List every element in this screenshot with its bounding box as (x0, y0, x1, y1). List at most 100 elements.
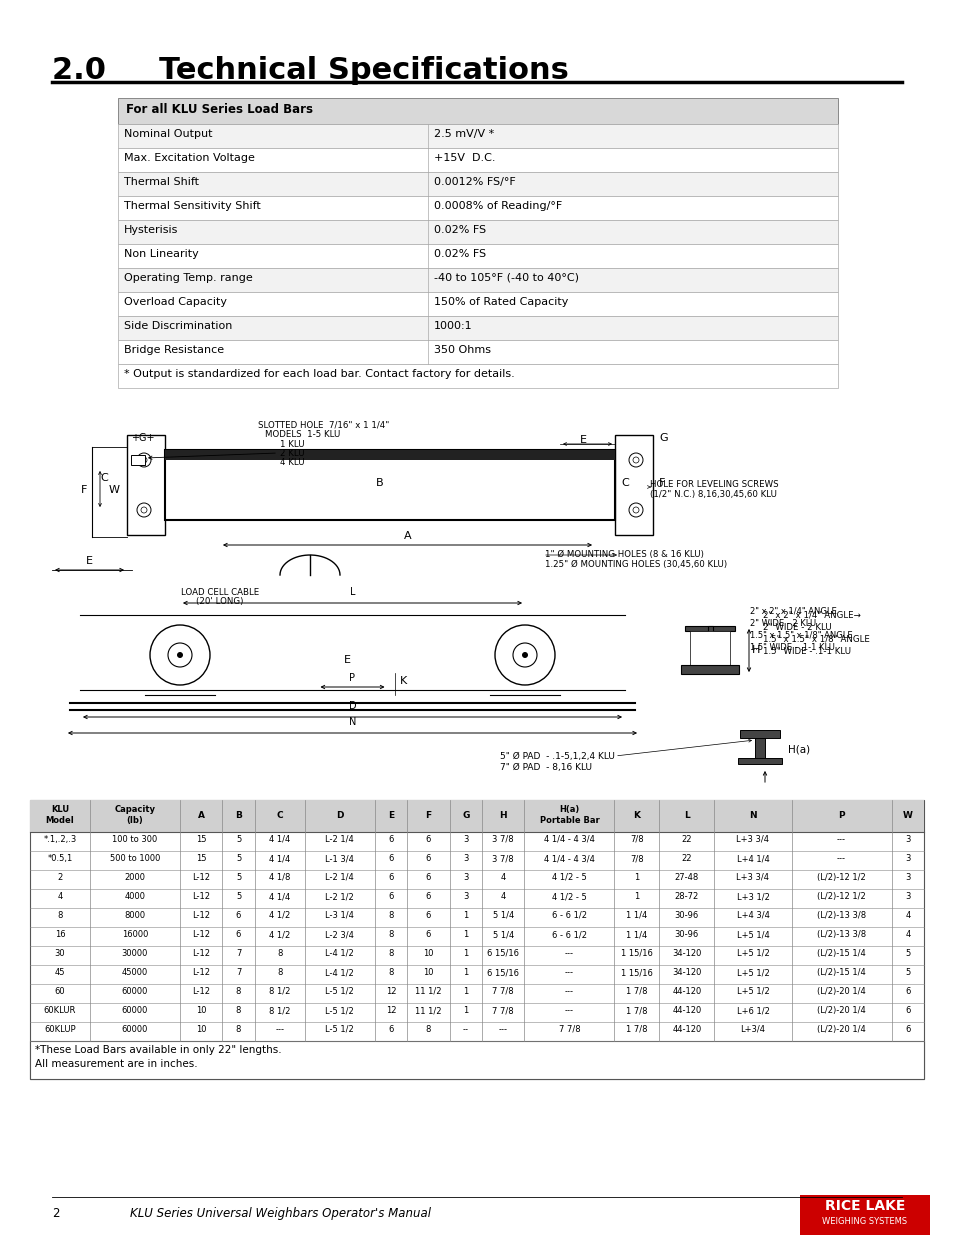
Text: 5 1/4: 5 1/4 (492, 911, 514, 920)
Text: 4 1/2 - 5: 4 1/2 - 5 (552, 873, 586, 882)
Text: ---: --- (836, 835, 845, 844)
Text: L-12: L-12 (192, 948, 210, 958)
Text: Operating Temp. range: Operating Temp. range (124, 273, 253, 283)
Text: 3: 3 (904, 873, 909, 882)
Text: 7" Ø PAD  - 8,16 KLU: 7" Ø PAD - 8,16 KLU (499, 763, 592, 772)
Bar (165, 450, 615, 459)
Text: 5: 5 (235, 853, 241, 863)
Text: 1: 1 (462, 948, 468, 958)
Text: 1.5" WIDE - .1-1 KLU: 1.5" WIDE - .1-1 KLU (749, 643, 834, 652)
Text: 2 KLU: 2 KLU (280, 450, 304, 458)
Text: 8: 8 (388, 930, 394, 939)
Text: ---: --- (564, 987, 574, 995)
Text: 6: 6 (425, 853, 431, 863)
Text: 3: 3 (904, 853, 909, 863)
Text: L+6 1/2: L+6 1/2 (736, 1007, 768, 1015)
Text: 3: 3 (462, 873, 468, 882)
Text: L-2 1/4: L-2 1/4 (325, 835, 354, 844)
Text: C: C (100, 473, 108, 483)
Text: 0.02% FS: 0.02% FS (434, 249, 486, 259)
Text: L+3 1/2: L+3 1/2 (736, 892, 768, 902)
Text: ---: --- (498, 1025, 507, 1034)
Text: L-12: L-12 (192, 873, 210, 882)
Text: E: E (344, 655, 351, 664)
Text: 8: 8 (57, 911, 63, 920)
Text: 7 7/8: 7 7/8 (492, 987, 514, 995)
Text: 8 1/2: 8 1/2 (269, 1007, 290, 1015)
Text: HOLE FOR LEVELING SCREWS: HOLE FOR LEVELING SCREWS (649, 480, 778, 489)
Bar (684, 626, 734, 631)
Text: 1000:1: 1000:1 (434, 321, 472, 331)
Text: (L/2)-20 1/4: (L/2)-20 1/4 (817, 1007, 865, 1015)
Text: 1 7/8: 1 7/8 (625, 1025, 647, 1034)
Text: 1 7/8: 1 7/8 (625, 1007, 647, 1015)
Text: 3: 3 (904, 892, 909, 902)
Text: 34-120: 34-120 (671, 948, 700, 958)
Text: L-12: L-12 (192, 892, 210, 902)
Text: 1.5" WIDE - .1-1 KLU: 1.5" WIDE - .1-1 KLU (762, 647, 850, 656)
Text: --: -- (462, 1025, 468, 1034)
Text: 4 1/4: 4 1/4 (269, 853, 290, 863)
Text: 6 - 6 1/2: 6 - 6 1/2 (552, 930, 586, 939)
Text: Side Discrimination: Side Discrimination (124, 321, 233, 331)
Text: 1: 1 (462, 911, 468, 920)
Text: 60000: 60000 (122, 1025, 148, 1034)
Text: P: P (349, 673, 355, 683)
Text: 11 1/2: 11 1/2 (415, 1007, 441, 1015)
Text: 4 1/2 - 5: 4 1/2 - 5 (552, 892, 586, 902)
Text: 11 1/2: 11 1/2 (415, 987, 441, 995)
Text: A: A (403, 531, 411, 541)
Text: L-3 1/4: L-3 1/4 (325, 911, 354, 920)
Text: F: F (81, 485, 87, 495)
Text: 4 1/8: 4 1/8 (269, 873, 290, 882)
Text: 10: 10 (195, 1025, 206, 1034)
Text: 8: 8 (276, 948, 282, 958)
Bar (118, 291, 837, 316)
Text: (L/2)-20 1/4: (L/2)-20 1/4 (817, 987, 865, 995)
Text: L+5 1/4: L+5 1/4 (736, 930, 768, 939)
Text: 1 1/4: 1 1/4 (625, 930, 647, 939)
Text: KLU: KLU (51, 805, 69, 814)
Text: (L/2)-13 3/8: (L/2)-13 3/8 (816, 930, 865, 939)
Text: *.1,.2,.3: *.1,.2,.3 (43, 835, 76, 844)
Text: L+5 1/2: L+5 1/2 (736, 987, 768, 995)
Bar (740, 730, 780, 739)
Text: 6 - 6 1/2: 6 - 6 1/2 (552, 911, 586, 920)
Bar (118, 172, 837, 196)
Text: MODELS  1-5 KLU: MODELS 1-5 KLU (265, 430, 340, 438)
Text: W: W (109, 485, 119, 495)
Text: 7: 7 (235, 968, 241, 977)
Text: 30000: 30000 (122, 948, 148, 958)
Text: F: F (425, 811, 431, 820)
Text: Overload Capacity: Overload Capacity (124, 296, 227, 308)
Bar (754, 739, 764, 758)
Text: 5" Ø PAD  - .1-5,1,2,4 KLU: 5" Ø PAD - .1-5,1,2,4 KLU (499, 752, 615, 761)
Text: K: K (399, 676, 406, 685)
Bar (118, 124, 837, 148)
Text: 60KLUP: 60KLUP (44, 1025, 75, 1034)
Text: L+5 1/2: L+5 1/2 (736, 948, 768, 958)
Text: L+5 1/2: L+5 1/2 (736, 968, 768, 977)
Text: (L/2)-15 1/4: (L/2)-15 1/4 (817, 948, 865, 958)
Text: 3: 3 (462, 853, 468, 863)
Text: 10: 10 (195, 1007, 206, 1015)
Bar (30, 1041, 923, 1079)
Text: 6: 6 (425, 892, 431, 902)
Text: 1.5" x 1.5" x 1/8" ANGLE: 1.5" x 1.5" x 1/8" ANGLE (762, 635, 869, 643)
Text: 6 15/16: 6 15/16 (487, 968, 518, 977)
Text: 22: 22 (680, 853, 691, 863)
Text: 1: 1 (462, 1007, 468, 1015)
Text: L-4 1/2: L-4 1/2 (325, 968, 354, 977)
Text: 12: 12 (385, 1007, 395, 1015)
Text: Non Linearity: Non Linearity (124, 249, 198, 259)
Bar (118, 316, 837, 340)
Text: 1 7/8: 1 7/8 (625, 987, 647, 995)
Text: 8: 8 (388, 948, 394, 958)
Text: Model: Model (46, 816, 74, 825)
Text: 0.02% FS: 0.02% FS (434, 225, 486, 235)
Text: N: N (349, 718, 355, 727)
Text: L-5 1/2: L-5 1/2 (325, 987, 354, 995)
Text: (L/2)-12 1/2: (L/2)-12 1/2 (817, 873, 865, 882)
Text: L-12: L-12 (192, 930, 210, 939)
Text: 3: 3 (462, 892, 468, 902)
